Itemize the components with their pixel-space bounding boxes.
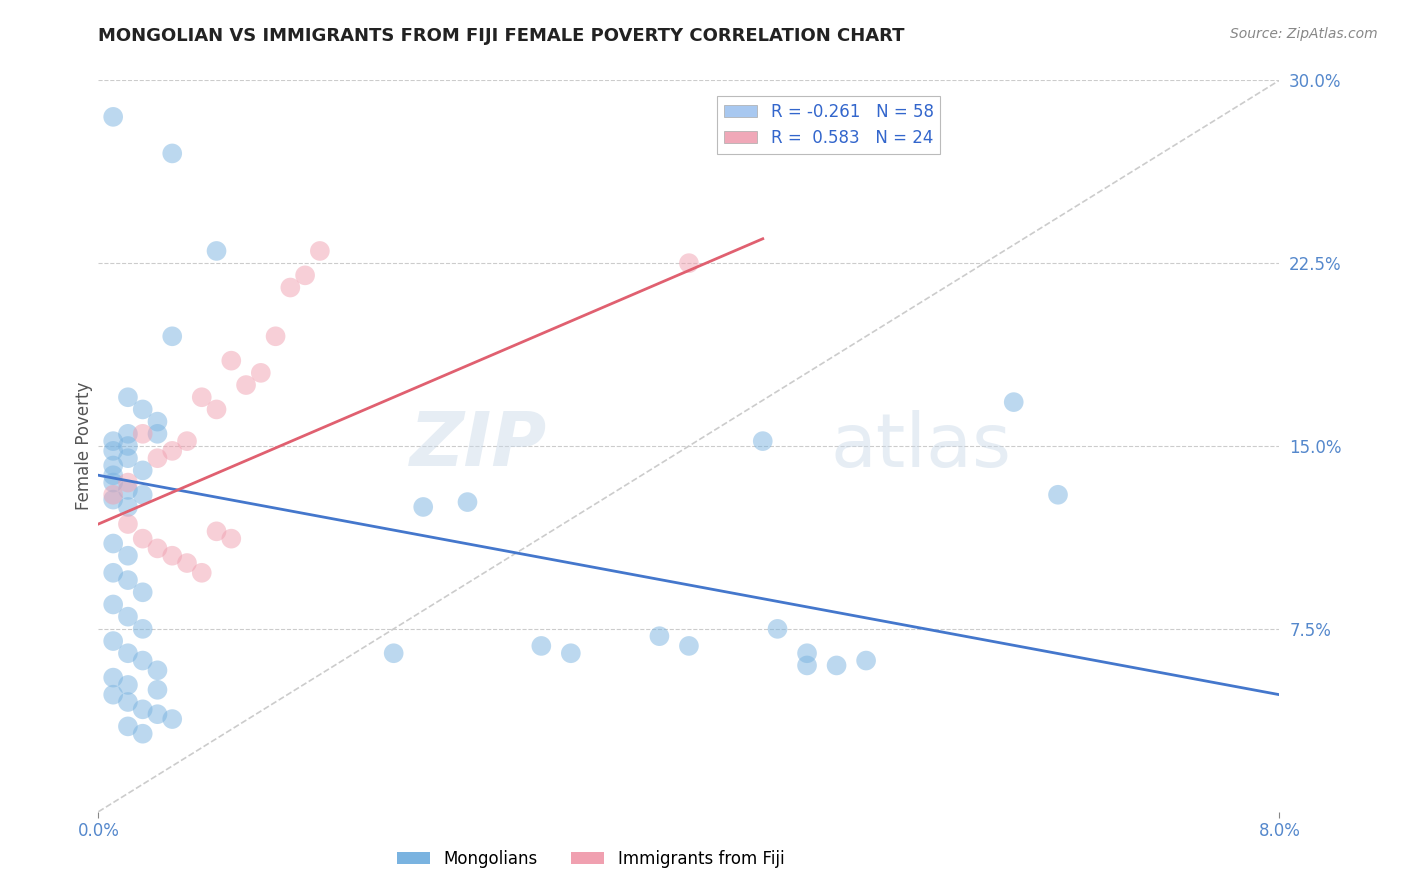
Text: ZIP: ZIP [411,409,547,483]
Point [132,702,155,716]
Point [132,463,155,477]
Point [103,566,125,580]
Point [103,434,125,449]
Point [117,573,139,587]
Point [308,244,332,258]
Point [117,451,139,466]
Point [235,378,257,392]
Legend: Mongolians, Immigrants from Fiji: Mongolians, Immigrants from Fiji [389,844,792,875]
Point [132,532,155,546]
Y-axis label: Female Poverty: Female Poverty [75,382,93,510]
Point [264,329,287,343]
Point [162,712,183,726]
Point [382,646,405,660]
Point [219,353,242,368]
Point [132,426,155,441]
Point [117,439,139,453]
Point [132,402,155,417]
Point [825,658,848,673]
Point [117,719,139,733]
Point [146,426,169,441]
Point [117,483,139,497]
Point [1002,395,1025,409]
Text: MONGOLIAN VS IMMIGRANTS FROM FIJI FEMALE POVERTY CORRELATION CHART: MONGOLIAN VS IMMIGRANTS FROM FIJI FEMALE… [98,27,905,45]
Point [205,524,228,539]
Point [117,678,139,692]
Point [191,566,214,580]
Point [205,402,228,417]
Point [530,639,553,653]
Point [117,390,139,404]
Point [132,654,155,668]
Point [103,598,125,612]
Point [176,556,198,570]
Point [146,663,169,677]
Point [132,488,155,502]
Point [103,488,125,502]
Point [146,682,169,697]
Point [117,549,139,563]
Point [191,390,214,404]
Point [103,536,125,550]
Point [560,646,582,660]
Point [678,256,700,270]
Point [146,415,169,429]
Point [796,646,818,660]
Point [103,688,125,702]
Point [162,329,183,343]
Point [146,541,169,556]
Point [117,609,139,624]
Text: Source: ZipAtlas.com: Source: ZipAtlas.com [1230,27,1378,41]
Point [751,434,773,449]
Point [678,639,700,653]
Point [117,426,139,441]
Point [278,280,302,294]
Point [219,532,242,546]
Point [117,695,139,709]
Point [117,516,139,531]
Text: atlas: atlas [831,409,1012,483]
Point [855,654,877,668]
Point [103,671,125,685]
Point [162,146,183,161]
Point [1046,488,1069,502]
Point [162,443,183,458]
Point [103,458,125,473]
Point [796,658,818,673]
Point [766,622,789,636]
Point [132,727,155,741]
Point [132,622,155,636]
Point [117,646,139,660]
Point [162,549,183,563]
Point [117,475,139,490]
Point [132,585,155,599]
Point [103,492,125,507]
Legend: R = -0.261   N = 58, R =  0.583   N = 24: R = -0.261 N = 58, R = 0.583 N = 24 [717,96,941,153]
Point [146,451,169,466]
Point [176,434,198,449]
Point [103,110,125,124]
Point [103,475,125,490]
Point [117,500,139,514]
Point [294,268,316,283]
Point [456,495,478,509]
Point [103,443,125,458]
Point [205,244,228,258]
Point [103,634,125,648]
Point [146,707,169,722]
Point [103,468,125,483]
Point [648,629,671,643]
Point [250,366,273,380]
Point [412,500,434,514]
